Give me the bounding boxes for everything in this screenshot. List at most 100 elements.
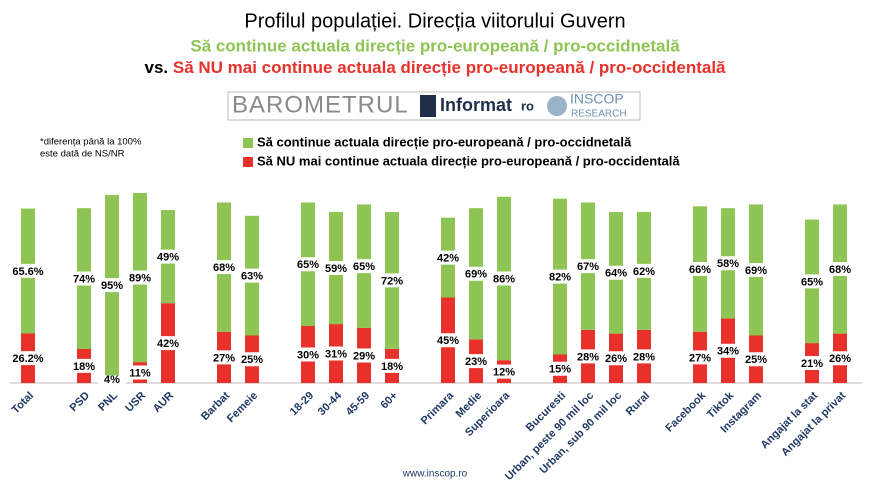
value-label: 68% — [829, 264, 851, 276]
value-label: 27% — [689, 352, 711, 364]
value-label-group: 21% — [798, 356, 826, 371]
value-label: 65% — [353, 261, 375, 273]
value-label-group: 95% — [98, 278, 126, 293]
x-tick-label: 18-29 — [288, 390, 316, 418]
value-label-group: 27% — [686, 350, 714, 365]
value-label-group: 69% — [742, 262, 770, 277]
value-label-bg — [154, 336, 182, 351]
value-label: 63% — [241, 271, 263, 283]
value-label-bg — [238, 268, 266, 283]
value-label-group: 65.6% — [12, 263, 44, 278]
value-label-group: 65% — [294, 257, 322, 272]
value-label: 18% — [381, 361, 403, 373]
value-label: 62% — [633, 266, 655, 278]
value-label: 69% — [465, 269, 487, 281]
x-tick-label: PSD — [68, 390, 93, 415]
value-label-bg — [14, 351, 42, 366]
value-label: 67% — [577, 261, 599, 273]
brand-research: RESEARCH — [571, 109, 627, 120]
value-label: 25% — [241, 354, 263, 366]
x-tick-label: Facebook — [663, 389, 708, 434]
value-label-bg — [826, 262, 854, 276]
value-label: 28% — [577, 351, 599, 363]
value-label-group: 42% — [434, 250, 462, 265]
value-label: 23% — [465, 356, 487, 368]
value-label: 18% — [73, 361, 95, 373]
brand-barometer: BAROMETRUL — [232, 91, 409, 118]
value-label: 69% — [745, 265, 767, 277]
x-tick-label: PNL — [96, 389, 120, 413]
value-label-group: 31% — [322, 346, 350, 361]
value-label-bg — [98, 278, 126, 293]
value-label-group: 59% — [322, 261, 350, 276]
value-label-bg — [462, 266, 490, 281]
value-label: 30% — [297, 349, 319, 361]
value-label-bg — [378, 273, 406, 288]
value-label-bg — [546, 361, 574, 376]
legend-label: Să continue actuala direcție pro-europea… — [257, 134, 632, 149]
value-label-bg — [126, 270, 154, 285]
value-label: 12% — [493, 367, 515, 379]
value-label-bg — [602, 351, 630, 366]
value-label: 68% — [213, 262, 235, 274]
x-tick-label: Primara — [419, 389, 457, 427]
value-label-group: 30% — [294, 347, 322, 362]
x-tick-label: Femeie — [225, 390, 260, 425]
value-label-bg — [434, 250, 462, 265]
brand-logo — [547, 96, 567, 116]
value-label-group: 69% — [462, 266, 490, 281]
value-label-group: 65% — [798, 274, 826, 289]
x-tick-label: Total — [10, 390, 36, 416]
value-label-group: 25% — [742, 352, 770, 367]
subtitle-prefix: vs. — [144, 58, 168, 77]
value-label-bg — [714, 256, 742, 271]
value-label-group: 68% — [210, 260, 238, 275]
value-label-bg — [574, 259, 602, 274]
legend-label: Să NU mai continue actuala direcție pro-… — [257, 153, 680, 168]
value-label-bg — [686, 262, 714, 276]
value-label-bg — [490, 271, 518, 286]
value-label-bg — [14, 263, 42, 278]
value-label-group: 25% — [238, 352, 266, 367]
value-label-group: 86% — [490, 271, 518, 286]
value-label-bg — [602, 265, 630, 280]
value-label: 26.2% — [12, 353, 43, 365]
value-label-group: 26.2% — [12, 351, 44, 366]
value-label: 65.6% — [12, 266, 43, 278]
value-label-group: 62% — [630, 263, 658, 278]
value-label: 42% — [437, 253, 459, 265]
value-label: 31% — [325, 348, 347, 360]
value-label: 59% — [325, 263, 347, 275]
value-label-group: 29% — [350, 348, 378, 363]
value-label: 64% — [605, 268, 627, 280]
value-label: 89% — [129, 272, 151, 284]
value-label-group: 63% — [238, 268, 266, 283]
value-label-group: 45% — [434, 333, 462, 348]
value-label-group: 12% — [490, 364, 518, 379]
value-label-group: 4% — [98, 372, 126, 387]
value-label-bg — [742, 352, 770, 367]
value-label-group: 66% — [686, 262, 714, 276]
value-label: 29% — [353, 350, 375, 362]
note: este dată de NS/NR — [40, 149, 125, 160]
value-label-group: 11% — [126, 365, 154, 380]
value-label: 86% — [493, 273, 515, 285]
value-label-bg — [742, 262, 770, 277]
value-label: 4% — [104, 374, 120, 386]
value-label-bg — [210, 260, 238, 275]
value-label-bg — [434, 333, 462, 348]
value-label-bg — [798, 274, 826, 289]
value-label-group: 68% — [826, 262, 854, 276]
value-label: 45% — [437, 335, 459, 347]
value-label-group: 72% — [378, 273, 406, 288]
value-label-group: 18% — [378, 358, 406, 373]
legend-swatch — [243, 138, 253, 148]
x-tick-label: Rural — [624, 390, 652, 418]
value-label-bg — [546, 269, 574, 284]
value-label-group: 64% — [602, 265, 630, 280]
x-tick-label: USR — [123, 390, 148, 415]
subtitle-2: Să NU mai continue actuala direcție pro-… — [173, 58, 726, 77]
value-label-bg — [98, 372, 126, 387]
value-label: 27% — [213, 352, 235, 364]
value-label: 42% — [157, 338, 179, 350]
